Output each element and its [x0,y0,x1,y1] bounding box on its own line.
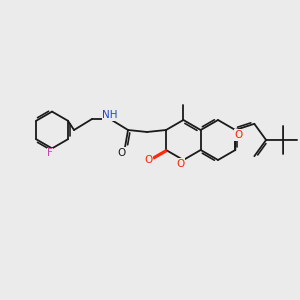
Text: O: O [117,148,125,158]
Text: NH: NH [102,110,118,120]
Text: O: O [234,130,242,140]
Text: O: O [176,159,184,169]
Text: F: F [47,148,53,158]
Text: O: O [145,155,153,165]
